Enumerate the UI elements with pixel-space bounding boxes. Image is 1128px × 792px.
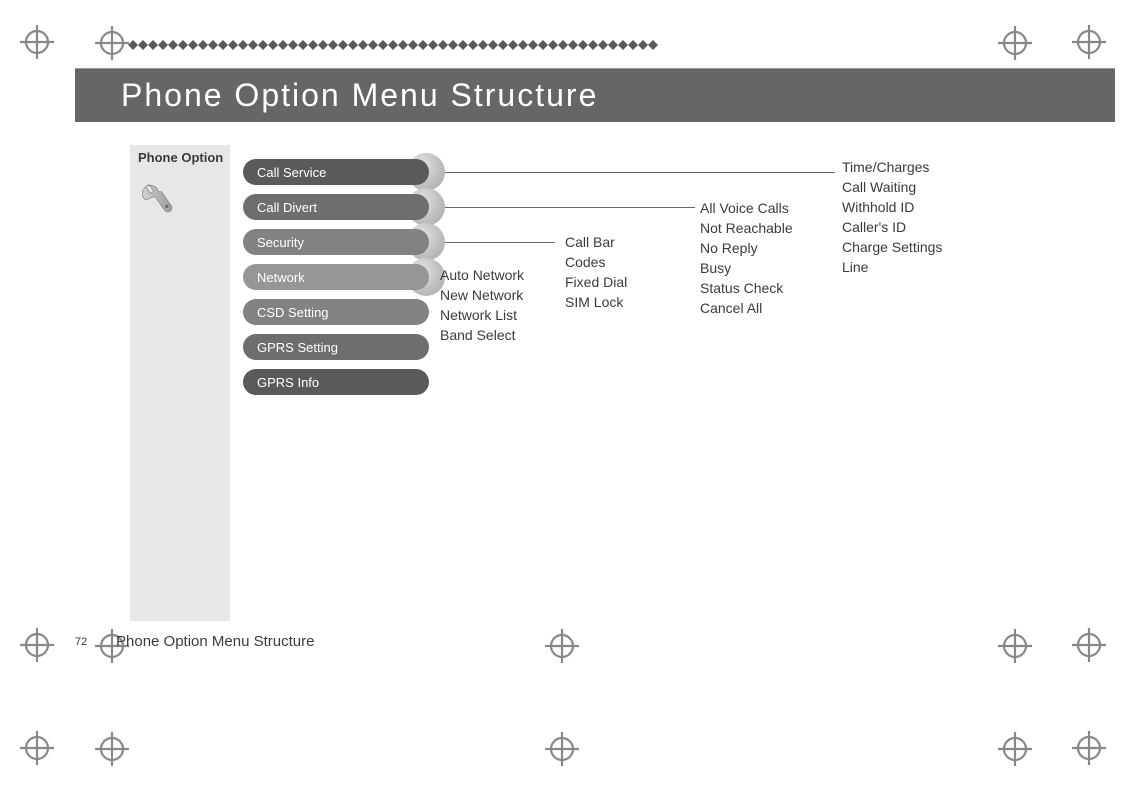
submenu-item: SIM Lock [565, 292, 627, 312]
submenu-item: Time/Charges [842, 157, 942, 177]
menu-pill: GPRS Setting [243, 334, 429, 360]
submenu-list: Auto NetworkNew NetworkNetwork ListBand … [440, 265, 524, 345]
registration-mark-icon [998, 732, 1032, 766]
registration-mark-icon [998, 629, 1032, 663]
connector-line [423, 172, 835, 173]
submenu-item: Network List [440, 305, 524, 325]
registration-mark-icon [1072, 25, 1106, 59]
submenu-item: All Voice Calls [700, 198, 793, 218]
registration-mark-icon [95, 732, 129, 766]
menu-pill: Security [243, 229, 429, 255]
menu-header: Phone Option [138, 150, 223, 165]
diamond-strip-decoration [128, 40, 658, 52]
menu-pill-label: GPRS Setting [257, 340, 338, 355]
submenu-item: Codes [565, 252, 627, 272]
registration-mark-icon [20, 25, 54, 59]
menu-pill-label: Network [257, 270, 305, 285]
connector-line [423, 207, 695, 208]
submenu-item: Call Waiting [842, 177, 942, 197]
title-banner: Phone Option Menu Structure [75, 68, 1115, 122]
submenu-item: Fixed Dial [565, 272, 627, 292]
menu-pill-label: CSD Setting [257, 305, 329, 320]
submenu-item: Charge Settings [842, 237, 942, 257]
registration-mark-icon [20, 628, 54, 662]
submenu-item: Cancel All [700, 298, 793, 318]
menu-pill: CSD Setting [243, 299, 429, 325]
registration-mark-icon [545, 629, 579, 663]
menu-pill-label: Call Service [257, 165, 326, 180]
settings-wrench-icon [133, 178, 177, 227]
menu-pill-label: GPRS Info [257, 375, 319, 390]
menu-pill: Call Service [243, 159, 429, 185]
submenu-item: Status Check [700, 278, 793, 298]
submenu-item: Line [842, 257, 942, 277]
registration-mark-icon [1072, 628, 1106, 662]
menu-pill-label: Call Divert [257, 200, 317, 215]
registration-mark-icon [998, 26, 1032, 60]
menu-pill: Network [243, 264, 429, 290]
submenu-item: Call Bar [565, 232, 627, 252]
submenu-list: All Voice CallsNot ReachableNo ReplyBusy… [700, 198, 793, 318]
submenu-list: Call BarCodesFixed DialSIM Lock [565, 232, 627, 312]
menu-pill: GPRS Info [243, 369, 429, 395]
submenu-item: Caller's ID [842, 217, 942, 237]
page-number: 72 [75, 636, 87, 648]
submenu-item: New Network [440, 285, 524, 305]
submenu-item: No Reply [700, 238, 793, 258]
registration-mark-icon [1072, 731, 1106, 765]
submenu-list: Time/ChargesCall WaitingWithhold IDCalle… [842, 157, 942, 277]
footer-title: Phone Option Menu Structure [116, 633, 314, 650]
submenu-item: Auto Network [440, 265, 524, 285]
registration-mark-icon [95, 26, 129, 60]
submenu-item: Withhold ID [842, 197, 942, 217]
registration-mark-icon [545, 732, 579, 766]
menu-pill: Call Divert [243, 194, 429, 220]
registration-mark-icon [20, 731, 54, 765]
submenu-item: Busy [700, 258, 793, 278]
submenu-item: Band Select [440, 325, 524, 345]
submenu-item: Not Reachable [700, 218, 793, 238]
menu-pill-label: Security [257, 235, 304, 250]
page-title: Phone Option Menu Structure [121, 77, 598, 114]
